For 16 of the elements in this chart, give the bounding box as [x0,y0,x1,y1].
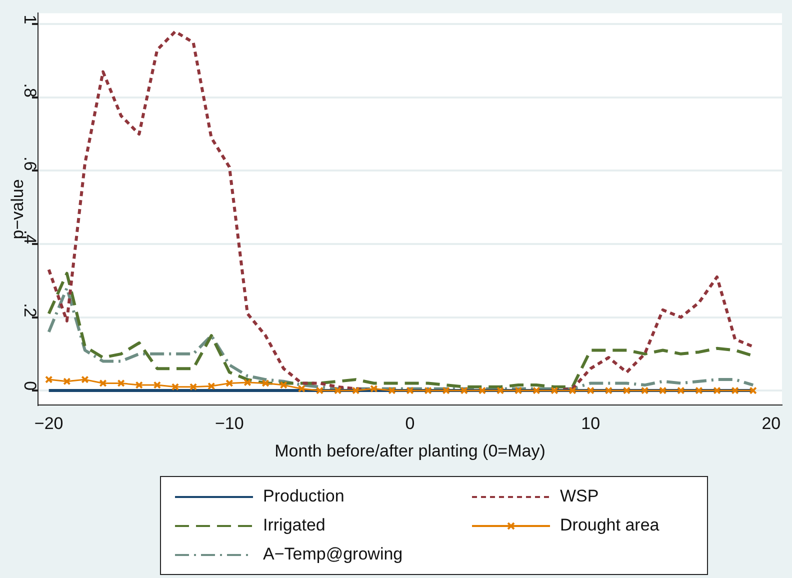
y-tick-label: .8 [20,83,40,98]
x-tick-label: 0 [405,414,415,434]
x-tick-label: 10 [581,414,600,434]
x-tick-label: −20 [34,414,64,434]
x-tick-label: 20 [762,414,781,434]
y-tick-label: 1 [20,14,40,24]
legend-label: A−Temp@growing [263,544,403,564]
legend-label: Production [263,486,344,506]
y-tick-label: .6 [20,156,40,171]
legend-label: Drought area [560,516,660,535]
legend-label: WSP [560,486,599,506]
legend-label: Irrigated [263,516,326,535]
y-tick-label: 0 [20,381,40,391]
x-axis-title: Month before/after planting (0=May) [274,441,546,460]
y-tick-label: .2 [20,303,40,318]
x-tick-label: −10 [214,414,244,434]
